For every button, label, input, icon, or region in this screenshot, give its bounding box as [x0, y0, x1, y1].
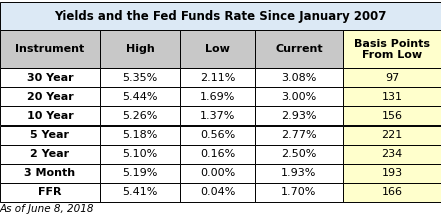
Bar	[100, 31, 180, 68]
Text: 166: 166	[381, 187, 403, 197]
Bar	[255, 87, 343, 107]
Bar	[255, 68, 343, 87]
Text: Instrument: Instrument	[15, 44, 85, 54]
Bar	[180, 145, 255, 164]
Bar	[255, 145, 343, 164]
Bar	[180, 126, 255, 145]
Text: 234: 234	[381, 149, 403, 159]
Bar	[180, 31, 255, 68]
Bar	[100, 164, 180, 182]
Text: 1.93%: 1.93%	[281, 168, 317, 178]
Text: 0.16%: 0.16%	[200, 149, 235, 159]
Text: 10 Year: 10 Year	[26, 111, 73, 121]
Bar	[343, 164, 441, 182]
Text: 2.93%: 2.93%	[281, 111, 317, 121]
Text: 193: 193	[381, 168, 403, 178]
Text: 3.08%: 3.08%	[281, 73, 317, 83]
Text: 5.41%: 5.41%	[122, 187, 158, 197]
Text: 30 Year: 30 Year	[27, 73, 73, 83]
Bar	[180, 182, 255, 201]
Text: 2.77%: 2.77%	[281, 130, 317, 140]
Bar	[0, 164, 100, 182]
Bar	[180, 107, 255, 126]
Bar	[100, 87, 180, 107]
Bar	[0, 182, 100, 201]
Text: 3 Month: 3 Month	[24, 168, 75, 178]
Text: 5 Year: 5 Year	[30, 130, 70, 140]
Text: 1.37%: 1.37%	[200, 111, 235, 121]
Text: 0.56%: 0.56%	[200, 130, 235, 140]
Text: 0.00%: 0.00%	[200, 168, 235, 178]
Bar	[343, 107, 441, 126]
Text: 3.00%: 3.00%	[281, 92, 317, 102]
Bar	[0, 126, 100, 145]
Bar	[180, 87, 255, 107]
Bar	[0, 87, 100, 107]
Text: 0.04%: 0.04%	[200, 187, 235, 197]
Bar	[0, 31, 100, 68]
Bar	[0, 145, 100, 164]
Text: 2.11%: 2.11%	[200, 73, 235, 83]
Text: 5.19%: 5.19%	[122, 168, 158, 178]
Text: 20 Year: 20 Year	[26, 92, 73, 102]
Text: 2.50%: 2.50%	[281, 149, 317, 159]
Bar	[180, 68, 255, 87]
Bar	[343, 126, 441, 145]
Text: 1.70%: 1.70%	[281, 187, 317, 197]
Text: 221: 221	[381, 130, 403, 140]
Text: Current: Current	[275, 44, 323, 54]
Text: 2 Year: 2 Year	[30, 149, 70, 159]
Bar	[100, 107, 180, 126]
Bar	[343, 145, 441, 164]
Text: Yields and the Fed Funds Rate Since January 2007: Yields and the Fed Funds Rate Since Janu…	[54, 10, 387, 23]
Bar	[0, 107, 100, 126]
Bar	[343, 31, 441, 68]
Bar	[343, 182, 441, 201]
Text: Basis Points
From Low: Basis Points From Low	[354, 39, 430, 60]
Bar	[255, 107, 343, 126]
Bar	[255, 126, 343, 145]
Text: 5.26%: 5.26%	[122, 111, 158, 121]
Bar	[180, 164, 255, 182]
Text: 5.35%: 5.35%	[122, 73, 157, 83]
Bar	[100, 68, 180, 87]
Text: 5.44%: 5.44%	[122, 92, 158, 102]
Text: 131: 131	[381, 92, 403, 102]
Text: As of June 8, 2018: As of June 8, 2018	[0, 203, 94, 213]
Bar	[100, 145, 180, 164]
Text: 97: 97	[385, 73, 399, 83]
Bar	[100, 126, 180, 145]
Bar	[255, 164, 343, 182]
Bar	[255, 31, 343, 68]
Text: 5.10%: 5.10%	[122, 149, 157, 159]
Bar	[100, 182, 180, 201]
Text: 1.69%: 1.69%	[200, 92, 235, 102]
Bar	[343, 68, 441, 87]
Text: Low: Low	[205, 44, 230, 54]
Bar	[255, 182, 343, 201]
Bar	[0, 68, 100, 87]
Bar	[343, 87, 441, 107]
Text: 5.18%: 5.18%	[122, 130, 158, 140]
Text: 156: 156	[381, 111, 403, 121]
Bar	[0, 2, 441, 31]
Text: FFR: FFR	[38, 187, 62, 197]
Text: High: High	[126, 44, 154, 54]
